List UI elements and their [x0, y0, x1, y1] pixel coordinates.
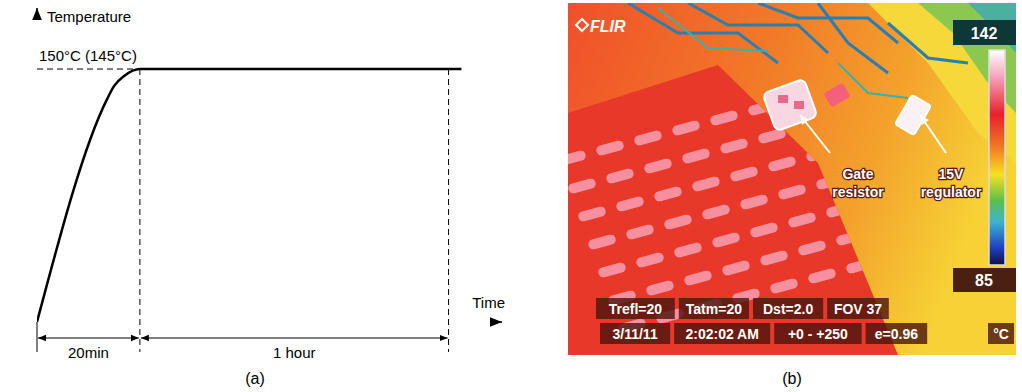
svg-text:+0 - +250: +0 - +250 — [788, 326, 848, 342]
svg-text:3/11/11: 3/11/11 — [613, 326, 658, 342]
svg-text:Temperature: Temperature — [47, 8, 131, 25]
svg-text:15V: 15V — [939, 166, 965, 182]
svg-text:150°C (145°C): 150°C (145°C) — [39, 47, 137, 64]
svg-text:°C: °C — [993, 326, 1009, 342]
svg-text:FLIR: FLIR — [590, 18, 626, 35]
svg-text:(a): (a) — [245, 370, 265, 387]
svg-text:FOV 37: FOV 37 — [834, 301, 882, 317]
svg-text:Tatm=20: Tatm=20 — [686, 301, 742, 317]
svg-text:Dst=2.0: Dst=2.0 — [763, 301, 813, 317]
svg-text:Gate: Gate — [842, 166, 873, 182]
svg-text:142: 142 — [971, 25, 998, 42]
svg-text:2:02:02 AM: 2:02:02 AM — [685, 326, 758, 342]
svg-text:Time: Time — [472, 294, 505, 311]
svg-text:1 hour: 1 hour — [273, 344, 316, 361]
svg-text:regulator: regulator — [921, 184, 982, 200]
svg-text:Trefl=20: Trefl=20 — [609, 301, 663, 317]
svg-text:e=0.96: e=0.96 — [875, 326, 918, 342]
svg-text:85: 85 — [975, 272, 993, 289]
svg-text:(b): (b) — [782, 370, 802, 387]
svg-text:20min: 20min — [68, 344, 109, 361]
svg-text:resistor: resistor — [832, 184, 884, 200]
